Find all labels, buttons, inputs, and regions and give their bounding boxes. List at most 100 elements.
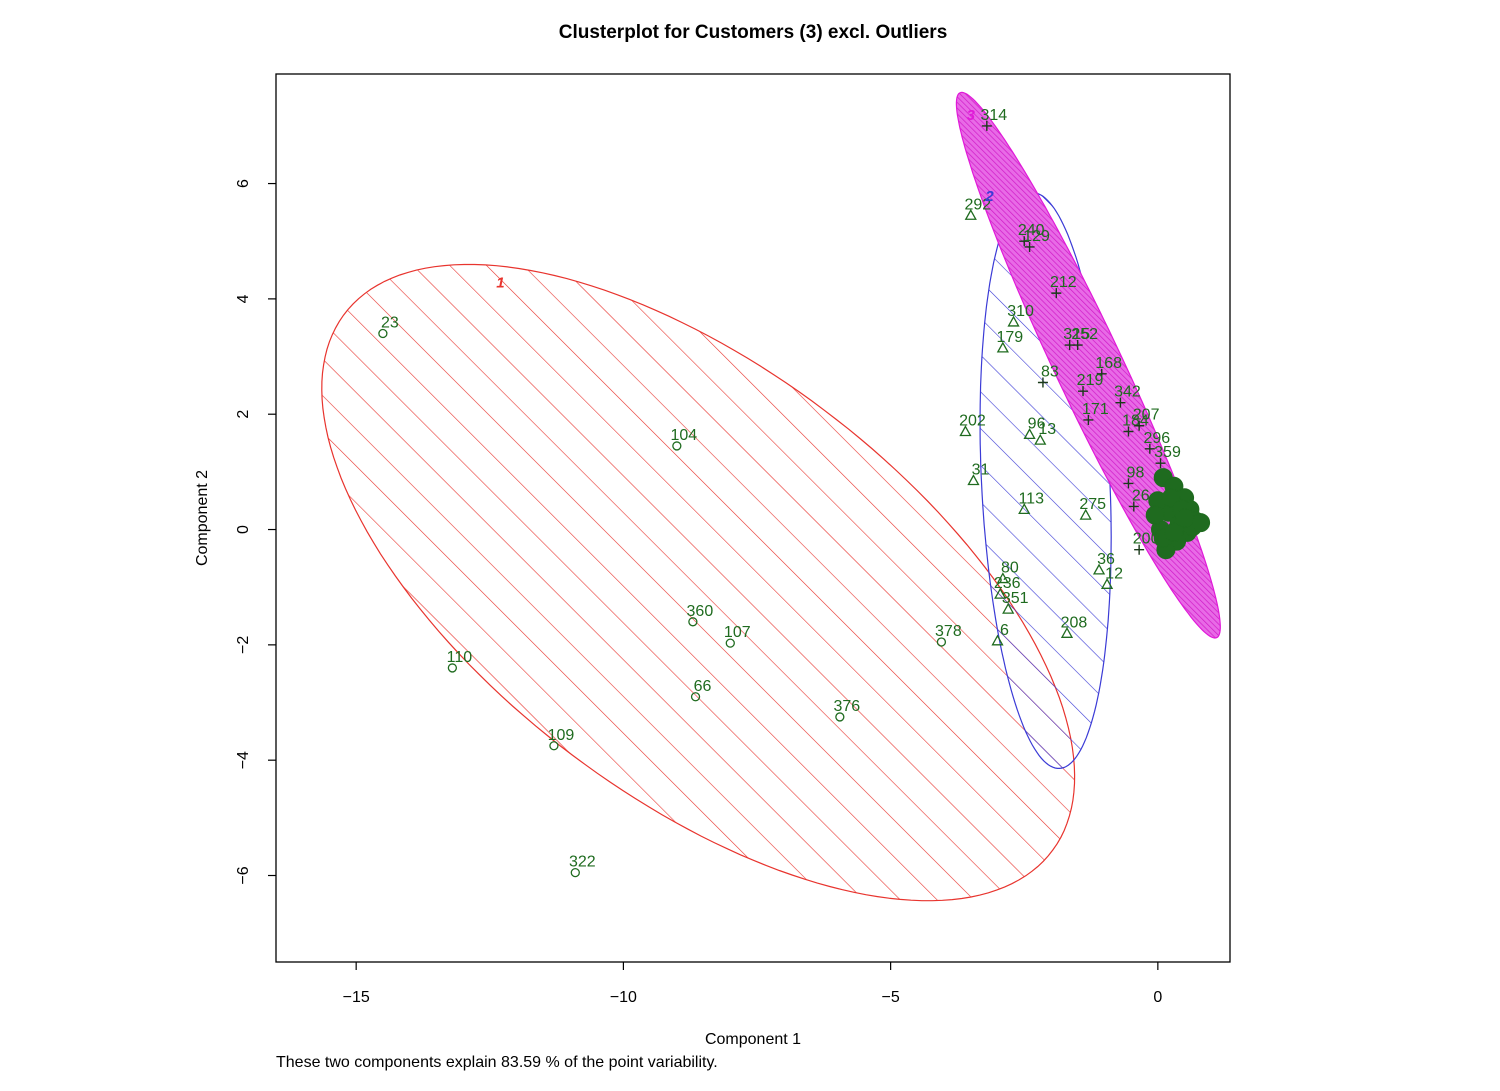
point-label-202: 202 — [959, 413, 986, 430]
cluster-3-label: 3 — [967, 107, 976, 124]
data-points: 2310411010932236010766376378292179310202… — [378, 107, 1211, 878]
point-label-104: 104 — [670, 427, 697, 444]
point-label-252: 252 — [1071, 326, 1098, 343]
point-marker-36 — [1092, 563, 1106, 575]
x-tick-label-2: −5 — [881, 989, 899, 1006]
point-marker-168 — [1096, 368, 1107, 379]
point-label-36: 36 — [1097, 551, 1115, 568]
point-marker-275 — [1079, 508, 1092, 520]
point-label-80: 80 — [1001, 560, 1019, 577]
point-label-360: 360 — [687, 603, 714, 620]
point-label-168: 168 — [1095, 355, 1122, 372]
point-marker-342 — [1115, 397, 1126, 408]
y-axis: −6 −4 −2 0 2 4 6 — [235, 179, 276, 885]
point-marker-104 — [672, 441, 682, 451]
point-marker-212 — [1051, 288, 1062, 299]
point-label-240: 240 — [1018, 222, 1045, 239]
dense-point-mass — [1191, 513, 1211, 533]
point-marker-129 — [1024, 241, 1035, 252]
point-label-107: 107 — [724, 624, 751, 641]
point-label-207: 207 — [1133, 407, 1160, 424]
cluster-labels: 1 2 3 — [496, 107, 994, 291]
point-marker-378 — [936, 637, 947, 647]
point-marker-322 — [570, 867, 580, 878]
point-marker-83 — [1037, 377, 1048, 388]
point-label-378: 378 — [935, 623, 962, 640]
point-marker-13 — [1034, 433, 1047, 445]
dense-point-mass — [1164, 522, 1184, 542]
plot-area: 2310411010932236010766376378292179310202… — [321, 91, 1221, 902]
point-label-26: 26 — [1132, 487, 1150, 504]
y-tick-label-3: 0 — [235, 525, 252, 534]
y-tick-label-0: −6 — [235, 866, 252, 884]
point-marker-252 — [1072, 340, 1083, 351]
point-marker-179 — [996, 341, 1009, 353]
point-marker-113 — [1018, 503, 1031, 515]
point-marker-310 — [1007, 315, 1020, 327]
x-axis: −15 −10 −5 0 — [343, 962, 1162, 1006]
point-label-12: 12 — [1105, 565, 1123, 582]
point-marker-202 — [959, 425, 972, 437]
y-axis-title: Component 2 — [194, 470, 211, 566]
x-tick-label-1: −10 — [610, 989, 637, 1006]
point-marker-171 — [1083, 414, 1094, 425]
point-label-200: 200 — [1133, 531, 1160, 548]
point-marker-6 — [991, 634, 1004, 646]
chart-title: Clusterplot for Customers (3) excl. Outl… — [559, 22, 948, 43]
variability-note: These two components explain 83.59 % of … — [276, 1054, 718, 1071]
point-marker-359 — [1155, 458, 1166, 469]
point-marker-208 — [1060, 626, 1074, 638]
cluster-1-ellipse — [321, 263, 1076, 902]
point-label-179: 179 — [997, 329, 1024, 346]
point-label-275: 275 — [1079, 496, 1106, 513]
point-label-83: 83 — [1041, 363, 1059, 380]
point-marker-376 — [835, 712, 845, 722]
y-tick-label-5: 4 — [235, 294, 252, 303]
point-marker-66 — [690, 692, 701, 702]
point-marker-351 — [1002, 602, 1015, 614]
point-marker-109 — [549, 741, 559, 751]
point-label-113: 113 — [1018, 490, 1044, 507]
point-marker-236 — [994, 587, 1007, 599]
point-marker-207 — [1134, 420, 1145, 431]
point-label-13: 13 — [1038, 421, 1056, 438]
point-label-212: 212 — [1050, 274, 1077, 291]
y-tick-label-1: −4 — [235, 751, 252, 769]
point-marker-12 — [1100, 577, 1114, 589]
point-marker-240 — [1019, 236, 1030, 247]
point-label-96: 96 — [1028, 415, 1046, 432]
point-label-314: 314 — [980, 107, 1007, 124]
point-marker-23 — [378, 328, 388, 339]
point-marker-31 — [967, 474, 980, 486]
y-tick-label-6: 6 — [235, 179, 252, 188]
point-label-310: 310 — [1007, 303, 1034, 320]
point-label-322: 322 — [569, 854, 596, 871]
point-label-292: 292 — [964, 196, 991, 213]
point-marker-107 — [725, 638, 735, 648]
point-label-23: 23 — [381, 314, 399, 331]
cluster-1-label: 1 — [496, 274, 504, 291]
y-tick-label-2: −2 — [235, 636, 252, 654]
y-tick-label-4: 2 — [235, 410, 252, 419]
point-marker-292 — [964, 208, 977, 220]
x-axis-title: Component 1 — [705, 1031, 801, 1048]
cluster-2-label: 2 — [984, 188, 994, 205]
point-marker-96 — [1023, 428, 1036, 440]
dense-point-mass — [1175, 508, 1195, 528]
point-label-129: 129 — [1023, 228, 1050, 245]
point-label-109: 109 — [548, 727, 575, 744]
point-label-171: 171 — [1082, 401, 1109, 418]
plot-frame — [275, 73, 1231, 963]
point-label-376: 376 — [833, 698, 860, 715]
point-label-236: 236 — [994, 575, 1021, 592]
point-label-98: 98 — [1127, 464, 1145, 481]
point-marker-184 — [1123, 426, 1134, 437]
point-marker-26 — [1128, 501, 1139, 512]
point-label-66: 66 — [694, 678, 712, 695]
x-tick-label-0: −15 — [343, 989, 370, 1006]
point-label-359: 359 — [1154, 444, 1181, 461]
point-marker-219 — [1078, 386, 1089, 397]
point-label-219: 219 — [1077, 372, 1104, 389]
